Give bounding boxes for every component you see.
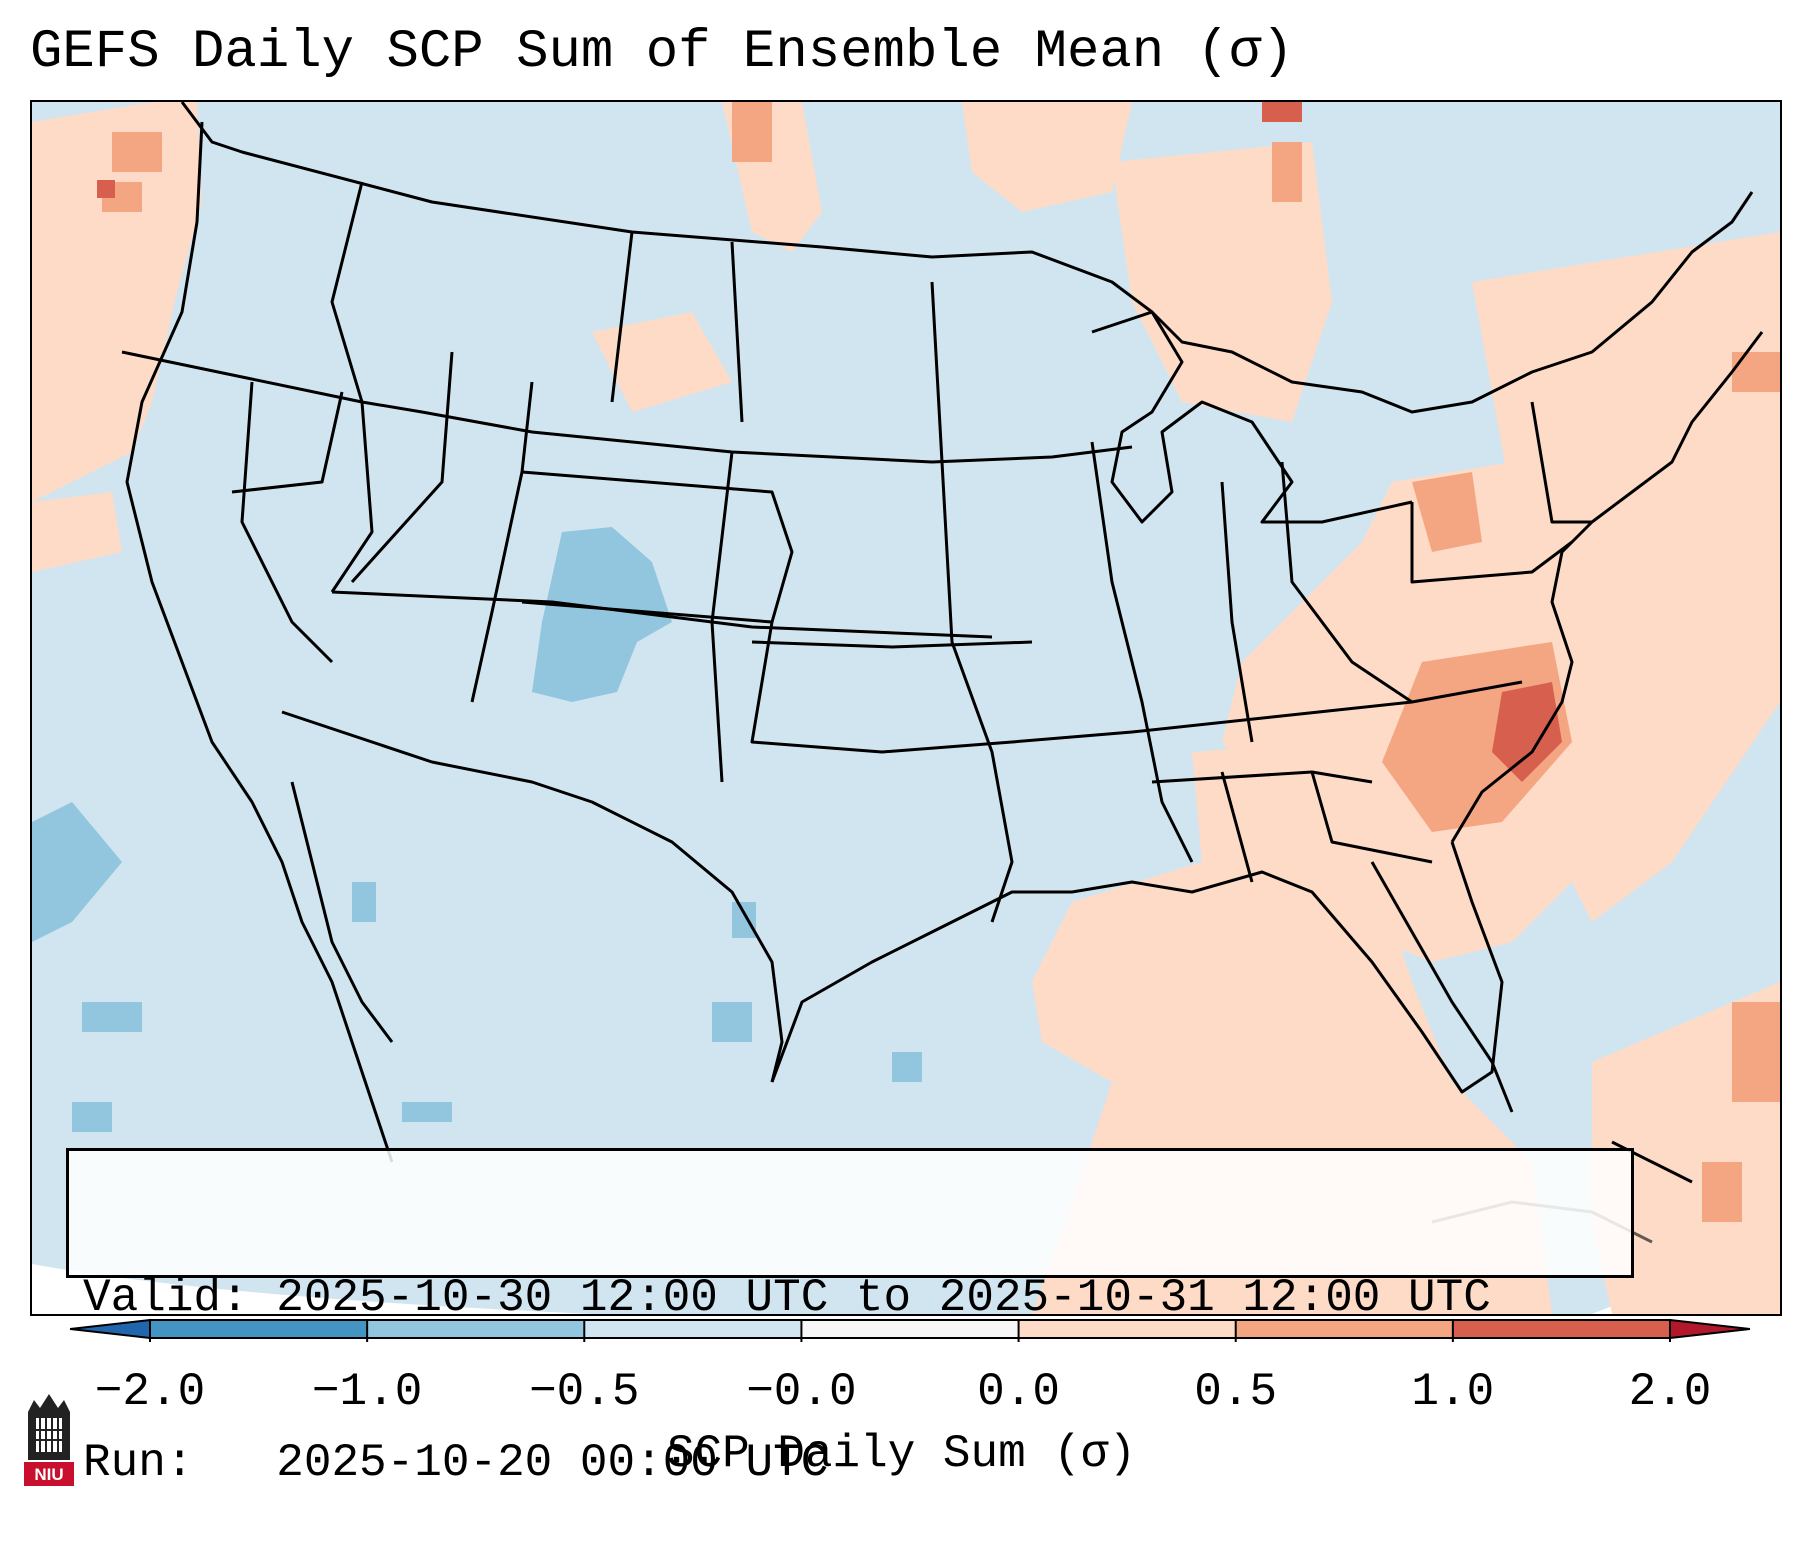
border-nevada xyxy=(240,381,334,664)
anomaly-patch-atlantic-strong xyxy=(1732,352,1780,392)
colorbar-segment xyxy=(584,1320,802,1338)
colorbar-tick-label: −0.0 xyxy=(746,1366,857,1418)
border-state-row-1 xyxy=(121,350,1133,464)
coastline-baja xyxy=(290,781,394,1043)
border-plains-west xyxy=(710,451,734,783)
border-utah xyxy=(350,351,454,584)
anomaly-patch-canada-2 xyxy=(962,102,1132,212)
colorbar-label: SCP Daily Sum (σ) xyxy=(666,1428,1137,1480)
niu-logo-banner xyxy=(24,1462,74,1486)
anomaly-patch-pnw-strong xyxy=(112,132,162,172)
border-canada-west xyxy=(180,102,823,249)
anomaly-patch-pnw-south xyxy=(32,492,122,572)
outside-projection-bottom-left xyxy=(32,1264,592,1314)
map-svg xyxy=(32,102,1780,1314)
anomaly-patch-texas-2 xyxy=(712,1002,752,1042)
anomaly-patch-montana xyxy=(592,312,732,412)
anomaly-patch-pa xyxy=(1412,472,1482,552)
anomaly-patch-baja xyxy=(352,882,376,922)
coastline-florida-east xyxy=(1370,861,1514,1113)
coastline-pacific xyxy=(125,121,394,1163)
colorbar-tick-label: −2.0 xyxy=(94,1366,206,1418)
anomaly-patch-mexico xyxy=(402,1102,452,1122)
border-dakota-split xyxy=(730,241,744,423)
colorbar-segment xyxy=(801,1320,1020,1338)
anomaly-patch-pacific-3 xyxy=(72,1102,112,1132)
border-ohio-wv xyxy=(1280,461,1413,704)
colorbar-segment xyxy=(1018,1320,1237,1338)
colorbar-tick-label: 0.5 xyxy=(1194,1366,1278,1418)
border-plains-east xyxy=(930,281,1014,923)
colorbar-segment xyxy=(367,1320,585,1338)
border-illinois xyxy=(1090,441,1194,863)
colorbar-tick-label: −0.5 xyxy=(529,1366,640,1418)
border-idaho-montana xyxy=(330,181,374,593)
colorbar-tick-label: 0.0 xyxy=(977,1366,1060,1418)
anomaly-patch-texas-1 xyxy=(732,902,756,938)
anomaly-patch-canada-1b xyxy=(732,102,772,162)
anomaly-patch-caribbean-strong-2 xyxy=(1702,1162,1742,1222)
colorbar-extend-over xyxy=(1669,1318,1750,1340)
border-indiana xyxy=(1220,481,1254,743)
anomaly-patch-pacific-2 xyxy=(82,1002,142,1032)
border-mexico xyxy=(281,710,784,1083)
colorbar-extend-under xyxy=(70,1318,151,1340)
borders xyxy=(121,102,1764,1244)
border-georgia-sc xyxy=(1310,771,1433,864)
anomaly-patch-canada-3 xyxy=(1112,142,1332,422)
anomaly-patch-atlantic xyxy=(1472,232,1780,922)
border-pennsylvania xyxy=(1410,502,1573,584)
coastline-atlantic xyxy=(1450,331,1764,843)
coastline-great-lakes xyxy=(1091,310,1413,524)
colorbar-outline xyxy=(149,1319,1671,1339)
colorbar-tick-label: 2.0 xyxy=(1628,1366,1712,1418)
colorbar-segments xyxy=(70,1318,1750,1342)
coastline-gulf xyxy=(770,841,1504,1094)
colorbar xyxy=(70,1318,1750,1342)
anomaly-patch-canada-peak-2 xyxy=(1262,102,1302,122)
border-row-mid xyxy=(331,590,993,639)
niu-logo-text: NIU xyxy=(34,1465,63,1484)
colorbar-tick-label: −1.0 xyxy=(311,1366,423,1418)
anomaly-patch-nc-peak xyxy=(1492,682,1562,782)
anomaly-patch-colorado xyxy=(532,527,672,702)
border-row-south xyxy=(750,621,1523,754)
border-montana-dakota xyxy=(610,231,634,403)
niu-logo: NIU xyxy=(24,1394,74,1486)
anomaly-patch-caribbean-strong xyxy=(1732,1002,1780,1102)
valid-run-info-box: Valid: 2025-10-30 12:00 UTC to 2025-10-3… xyxy=(66,1148,1634,1489)
anomaly-patch-pnw xyxy=(32,102,202,502)
anomaly-patch-pacific-1 xyxy=(32,802,122,942)
niu-logo-window-grid xyxy=(36,1418,62,1452)
colorbar-segment xyxy=(150,1320,368,1338)
border-canada-east xyxy=(821,191,1754,414)
anomaly-patch-texas-3 xyxy=(892,1052,922,1082)
valid-time-text: Valid: 2025-10-30 12:00 UTC to 2025-10-3… xyxy=(83,1272,1491,1324)
border-kansas-oklahoma xyxy=(751,640,1033,649)
map-frame xyxy=(30,100,1782,1316)
anomaly-patch-pnw-peak xyxy=(97,180,115,198)
colorbar-segment xyxy=(1235,1320,1454,1338)
border-oregon-idaho xyxy=(231,391,344,494)
colorbar-tick-label: 1.0 xyxy=(1411,1366,1495,1418)
anomaly-patch-canada-3b xyxy=(1272,142,1302,202)
border-alabama-georgia xyxy=(1220,771,1254,883)
colorbar-segment xyxy=(1452,1320,1671,1338)
border-colorado xyxy=(521,470,794,624)
run-time-text: Run: 2025-10-20 00:00 UTC xyxy=(83,1437,829,1489)
border-wyoming-colorado-west xyxy=(470,381,534,703)
border-new-england xyxy=(1530,401,1592,524)
chart-title: GEFS Daily SCP Sum of Ensemble Mean (σ) xyxy=(30,22,1294,83)
